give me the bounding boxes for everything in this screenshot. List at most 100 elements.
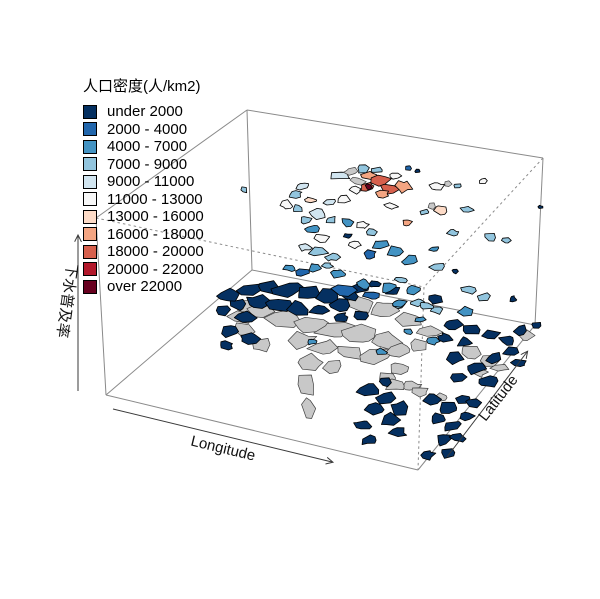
map-polygon bbox=[380, 411, 402, 426]
map-polygon bbox=[363, 249, 377, 260]
legend-item: 9000 - 11000 bbox=[83, 173, 204, 191]
map-polygon bbox=[308, 304, 331, 315]
base-map-polygon bbox=[390, 362, 410, 375]
map-polygon bbox=[356, 278, 371, 290]
x-axis-arrow bbox=[112, 408, 332, 462]
map-polygon bbox=[264, 298, 293, 312]
map-polygon bbox=[295, 182, 309, 191]
base-map-polygon bbox=[322, 359, 342, 375]
legend-swatch bbox=[83, 279, 97, 294]
map-polygon bbox=[220, 340, 234, 351]
legend-item-label: 13000 - 16000 bbox=[107, 208, 204, 226]
map-polygon bbox=[288, 190, 303, 199]
map-polygon bbox=[279, 199, 294, 210]
legend-swatch bbox=[83, 209, 97, 224]
base-map-polygon bbox=[444, 180, 453, 187]
map-polygon bbox=[293, 204, 303, 213]
map-polygon bbox=[456, 336, 473, 347]
base-map-polygon bbox=[340, 323, 377, 343]
legend: 人口密度(人/km2) under 2000 2000 - 4000 4000 - … bbox=[83, 75, 204, 296]
map-polygon bbox=[307, 246, 330, 257]
map-polygon bbox=[431, 412, 446, 425]
y-axis-arrow bbox=[446, 352, 527, 458]
legend-item: under 2000 bbox=[83, 103, 204, 121]
base-map-polygon bbox=[489, 364, 510, 372]
map-polygon bbox=[428, 262, 445, 271]
map-polygon bbox=[509, 295, 518, 303]
box-edge bbox=[105, 394, 419, 471]
legend-item: 13000 - 16000 bbox=[83, 208, 204, 226]
map-polygon bbox=[233, 310, 258, 323]
map-polygon bbox=[295, 268, 310, 277]
map-polygon bbox=[386, 245, 404, 257]
map-polygon bbox=[484, 232, 496, 242]
legend-item-label: 7000 - 9000 bbox=[107, 155, 188, 173]
map-polygon bbox=[400, 254, 418, 266]
box-edge bbox=[251, 269, 536, 326]
legend-items: under 2000 2000 - 4000 4000 - 7000 7000 - 9… bbox=[83, 103, 204, 296]
map-polygon bbox=[512, 324, 527, 337]
x-axis-label: Longitude bbox=[189, 433, 257, 465]
map-polygon bbox=[389, 172, 403, 180]
box-edge bbox=[534, 157, 544, 326]
base-map-polygon bbox=[301, 397, 317, 419]
legend-item: 18000 - 20000 bbox=[83, 243, 204, 261]
map-polygon bbox=[403, 328, 414, 335]
legend-item-label: under 2000 bbox=[107, 103, 183, 121]
map-polygon bbox=[462, 324, 481, 335]
map-polygon bbox=[502, 346, 520, 356]
map-polygon bbox=[363, 402, 385, 416]
box-edge-hidden bbox=[417, 286, 425, 471]
map-polygon bbox=[391, 299, 408, 308]
map-polygon bbox=[307, 338, 318, 346]
map-polygon bbox=[378, 377, 392, 388]
map-polygon bbox=[313, 233, 331, 243]
map-polygon bbox=[337, 194, 352, 204]
map-polygon bbox=[406, 284, 421, 296]
map-polygon bbox=[467, 362, 488, 376]
map-polygon bbox=[370, 166, 383, 173]
map-polygon bbox=[445, 228, 460, 237]
map-polygon bbox=[298, 243, 313, 252]
legend-title: 人口密度(人/km2) bbox=[83, 78, 201, 95]
map-polygon bbox=[216, 287, 240, 303]
map-polygon bbox=[304, 196, 318, 204]
map-polygon bbox=[240, 186, 248, 194]
map-polygon bbox=[355, 383, 380, 397]
map-polygon bbox=[537, 204, 544, 209]
map-polygon bbox=[459, 205, 475, 213]
map-polygon bbox=[221, 325, 240, 339]
map-polygon bbox=[229, 298, 247, 311]
map-polygon bbox=[333, 312, 349, 323]
map-polygon bbox=[298, 285, 321, 299]
base-map-polygon bbox=[411, 387, 429, 398]
map-polygon bbox=[445, 351, 465, 366]
map-polygon bbox=[246, 294, 273, 309]
map-polygon bbox=[387, 427, 408, 438]
legend-item: 7000 - 9000 bbox=[83, 156, 204, 174]
legend-item-label: 20000 - 22000 bbox=[107, 260, 204, 278]
map-polygon bbox=[428, 294, 444, 305]
map-polygon bbox=[282, 264, 296, 272]
map-polygon bbox=[453, 183, 462, 189]
map-polygon bbox=[428, 246, 440, 252]
legend-swatch bbox=[83, 227, 97, 242]
map-polygon bbox=[362, 291, 380, 300]
map-polygon bbox=[330, 269, 347, 279]
map-polygon bbox=[383, 202, 400, 210]
map-polygon bbox=[300, 216, 313, 225]
box-edge bbox=[246, 109, 544, 159]
legend-swatch bbox=[83, 174, 97, 189]
map-polygon bbox=[451, 268, 459, 275]
base-map-polygon bbox=[343, 167, 359, 176]
legend-item: over 22000 bbox=[83, 278, 204, 296]
map-polygon bbox=[498, 335, 514, 346]
map-polygon bbox=[485, 351, 502, 365]
base-map-polygon bbox=[337, 346, 362, 360]
map-polygon bbox=[460, 285, 477, 295]
map-polygon bbox=[342, 233, 353, 239]
legend-swatch bbox=[83, 139, 97, 154]
map-polygon bbox=[371, 240, 390, 250]
map-polygon bbox=[478, 375, 499, 388]
